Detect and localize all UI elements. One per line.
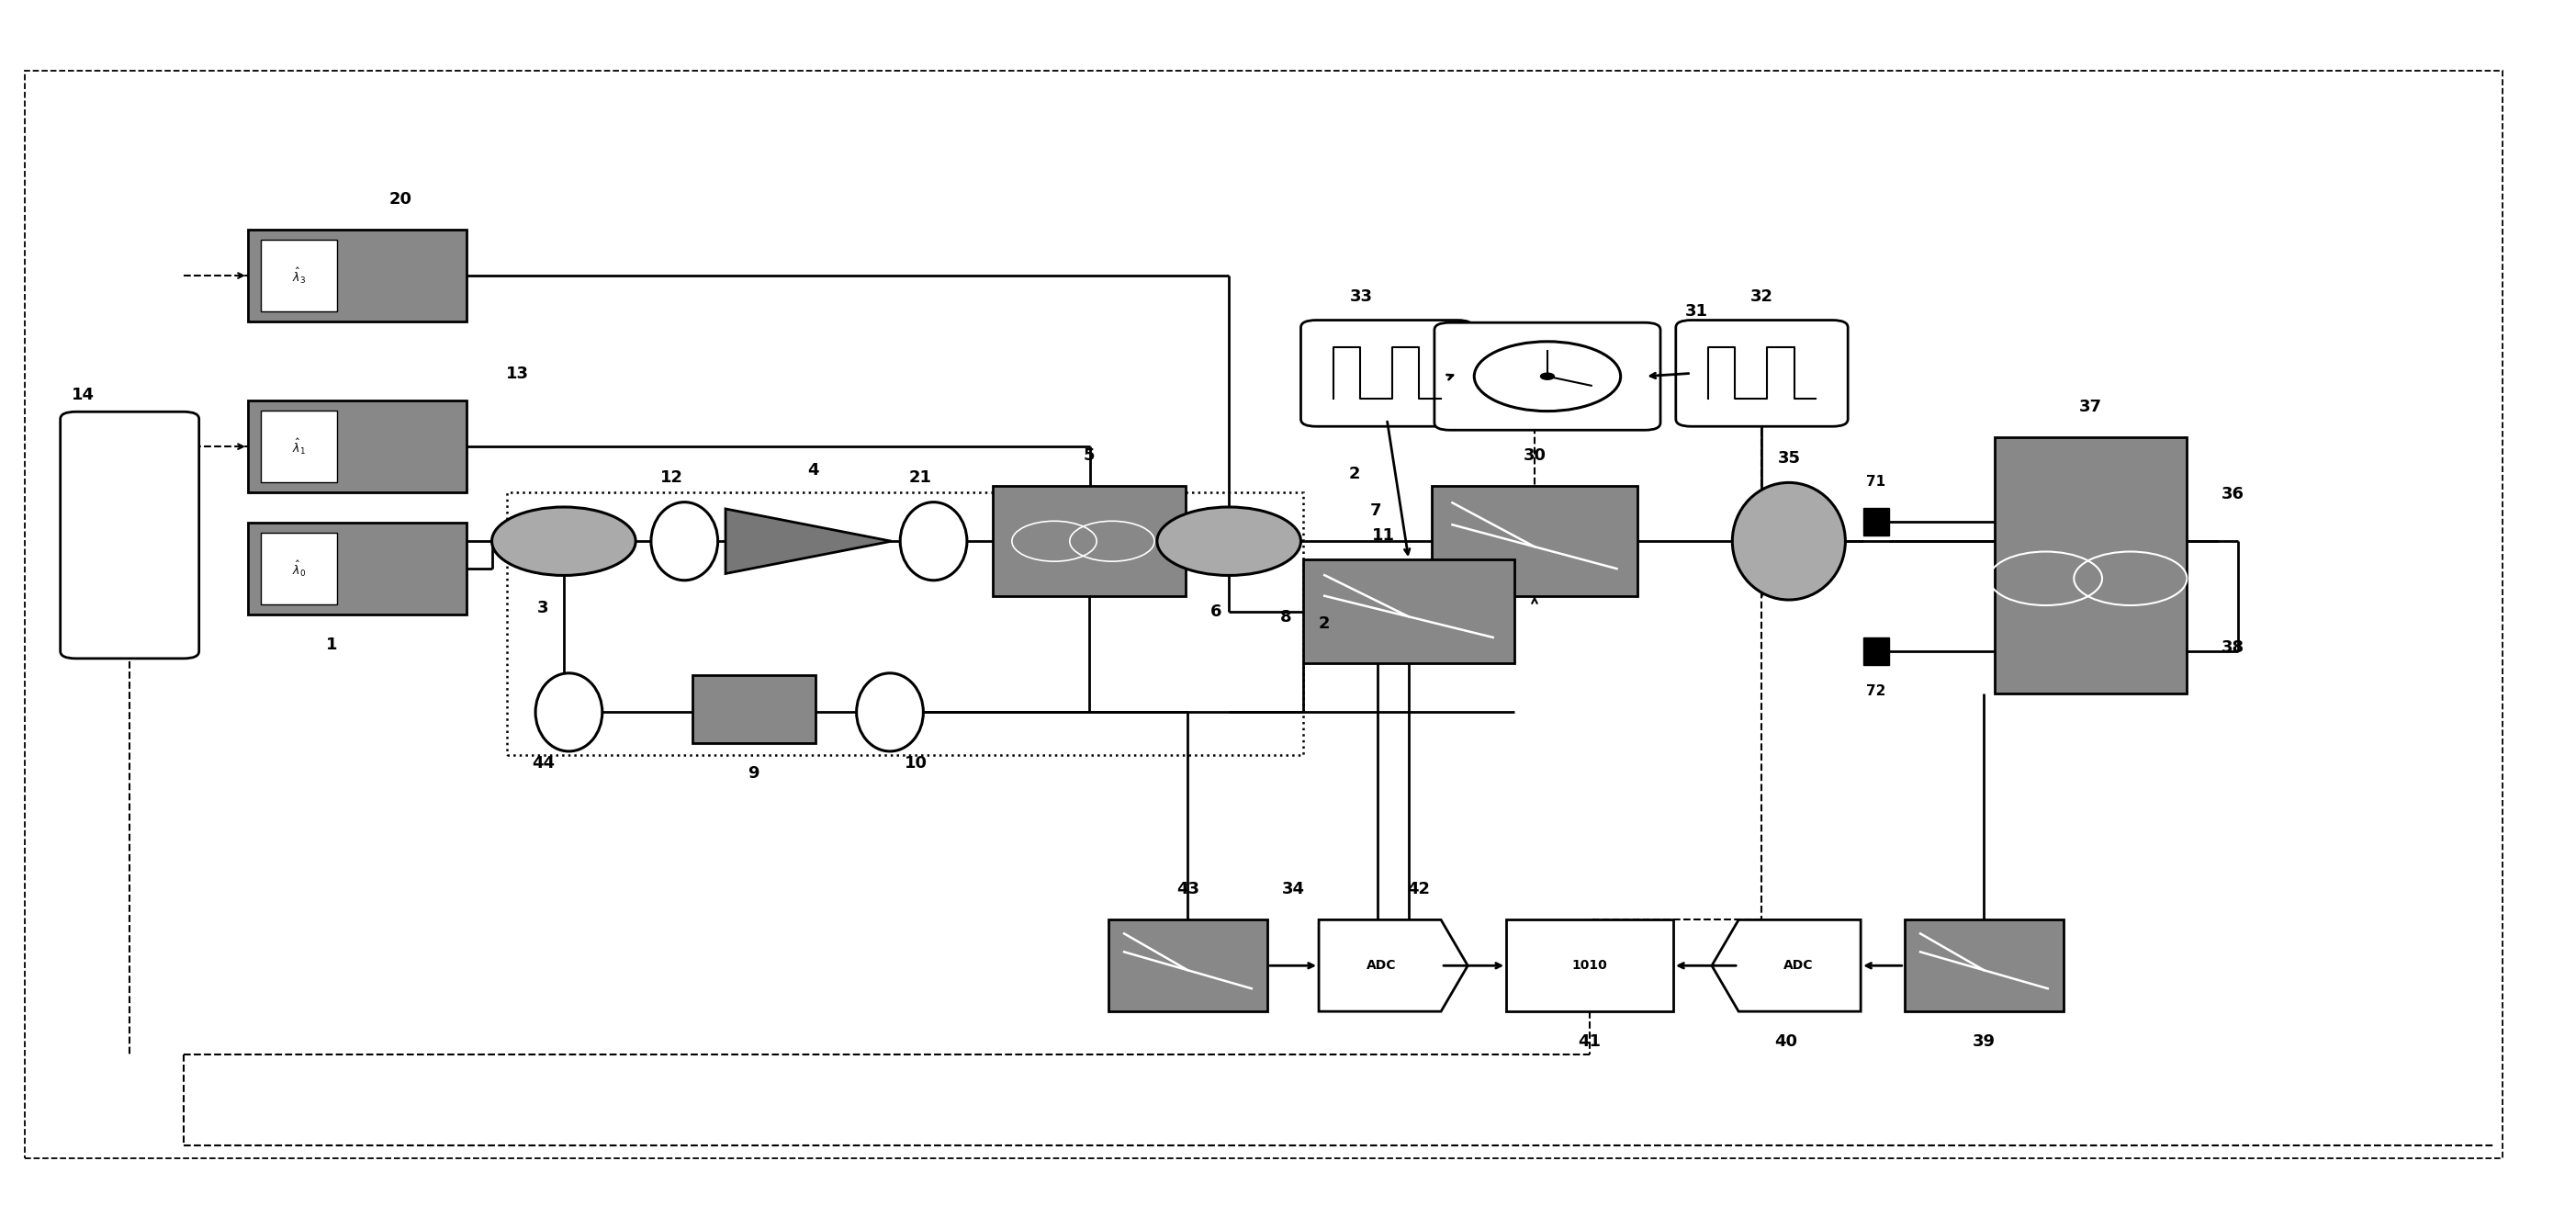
Text: $\hat{\lambda}_3$: $\hat{\lambda}_3$: [291, 265, 307, 285]
Bar: [1507, 919, 1674, 1011]
Text: 3: 3: [538, 600, 549, 617]
Text: 34: 34: [1283, 881, 1303, 897]
FancyBboxPatch shape: [1677, 321, 1847, 426]
Text: 7: 7: [1370, 503, 1381, 519]
Ellipse shape: [652, 503, 719, 580]
Text: 41: 41: [1579, 1034, 1602, 1051]
Text: 37: 37: [2079, 398, 2102, 415]
Text: ADC: ADC: [1783, 959, 1814, 972]
Text: $\hat{\lambda}_0$: $\hat{\lambda}_0$: [291, 559, 307, 579]
Polygon shape: [1319, 919, 1468, 1011]
Text: 40: 40: [1775, 1034, 1798, 1051]
Text: 43: 43: [1177, 881, 1200, 897]
Polygon shape: [726, 509, 891, 574]
Circle shape: [492, 508, 636, 575]
Ellipse shape: [855, 673, 922, 751]
Bar: [1303, 559, 1515, 664]
Text: 9: 9: [747, 764, 760, 782]
Circle shape: [1473, 342, 1620, 412]
Text: 13: 13: [505, 366, 528, 382]
Text: 12: 12: [659, 469, 683, 485]
Bar: [1862, 509, 1888, 535]
Text: ADC: ADC: [1365, 959, 1396, 972]
Text: 71: 71: [1868, 474, 1886, 488]
Text: 4: 4: [806, 462, 819, 478]
Polygon shape: [1713, 919, 1860, 1011]
Ellipse shape: [536, 673, 603, 751]
Bar: [90, 487, 167, 608]
Text: 30: 30: [1522, 447, 1546, 465]
Bar: [1994, 438, 2187, 694]
Text: 31: 31: [1685, 304, 1708, 320]
Text: 33: 33: [1350, 289, 1373, 305]
Text: 8: 8: [1280, 608, 1291, 626]
Bar: [1862, 638, 1888, 665]
Text: $\hat{\lambda}_1$: $\hat{\lambda}_1$: [291, 436, 307, 456]
Text: 39: 39: [1973, 1034, 1996, 1051]
Bar: [1432, 487, 1638, 596]
FancyBboxPatch shape: [1435, 322, 1662, 430]
Text: 14: 14: [72, 386, 95, 403]
Bar: [260, 240, 337, 312]
Bar: [693, 676, 817, 742]
Text: 72: 72: [1868, 685, 1886, 698]
Circle shape: [1157, 508, 1301, 575]
Text: 2: 2: [1319, 616, 1329, 632]
Text: 1: 1: [325, 637, 337, 654]
Ellipse shape: [899, 503, 966, 580]
Bar: [23, 71, 2504, 1158]
Text: 38: 38: [2221, 639, 2244, 656]
Circle shape: [1540, 374, 1553, 380]
Text: 36: 36: [2221, 485, 2244, 503]
Text: 11: 11: [1370, 527, 1394, 543]
Bar: [247, 522, 466, 614]
Text: 42: 42: [1406, 881, 1430, 897]
Bar: [247, 230, 466, 321]
Text: 35: 35: [1777, 450, 1801, 467]
Text: 44: 44: [531, 756, 554, 772]
Bar: [260, 532, 337, 605]
Bar: [1904, 919, 2063, 1011]
Text: 10: 10: [904, 756, 927, 772]
Bar: [260, 410, 337, 483]
Text: 1010: 1010: [1571, 959, 1607, 972]
Text: 6: 6: [1211, 603, 1221, 621]
Ellipse shape: [1731, 483, 1844, 600]
Bar: [507, 493, 1303, 755]
FancyBboxPatch shape: [1301, 321, 1473, 426]
Text: 32: 32: [1749, 289, 1772, 305]
Bar: [992, 487, 1185, 596]
Text: 5: 5: [1084, 447, 1095, 465]
Text: 2: 2: [1350, 466, 1360, 482]
Bar: [1108, 919, 1267, 1011]
FancyBboxPatch shape: [59, 412, 198, 659]
Text: 20: 20: [389, 190, 412, 208]
Bar: [247, 401, 466, 493]
Text: 21: 21: [909, 469, 933, 485]
